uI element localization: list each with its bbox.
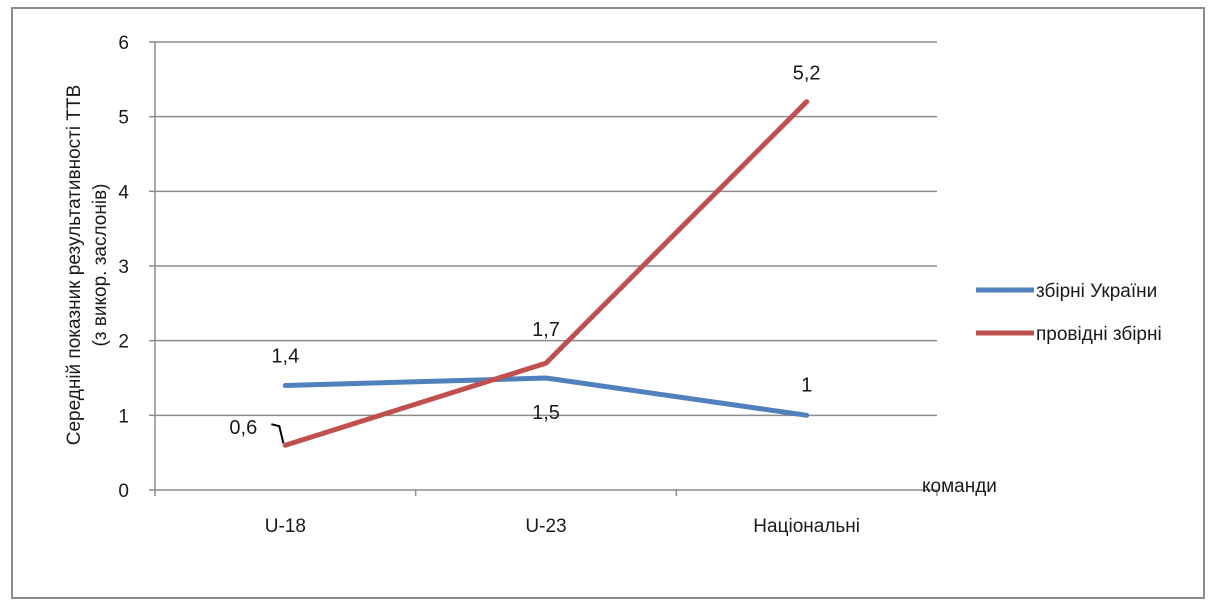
y-tick-label-3: 3: [118, 257, 129, 278]
x-axis-title: команди: [922, 476, 997, 497]
legend: збірні України провідні збірні: [976, 281, 1162, 345]
x-tick-label-U-18: U-18: [265, 516, 306, 537]
series-lines: [282, 99, 810, 448]
y-tick-label-2: 2: [118, 332, 129, 353]
y-tick-label-1: 1: [118, 406, 129, 427]
y-tick-label-4: 4: [118, 182, 129, 203]
y-tick-label-6: 6: [118, 33, 129, 54]
data-label-s0-2: 1: [801, 374, 812, 396]
series-line-1: [282, 99, 810, 448]
x-tick-label-U-23: U-23: [525, 516, 566, 537]
data-label-s1-1: 1,7: [532, 319, 560, 341]
y-axis-title-line1: Середній показник результативності ТТВ: [64, 85, 85, 446]
series-line-0: [282, 375, 810, 418]
axes: 0 1 2 3 4 5 6 U-18 U-23 Національні: [118, 33, 938, 537]
x-tick-label-Національні: Національні: [753, 516, 860, 537]
data-label-s0-1: 1,5: [532, 402, 560, 424]
legend-label-leading: провідні збірні: [1036, 324, 1162, 345]
y-axis-title-line2: (з викор. заслонів): [90, 183, 111, 346]
legend-label-ukraine: збірні України: [1036, 281, 1157, 302]
data-label-s1-2: 5,2: [793, 63, 821, 85]
data-label-s1-0: 0,6: [229, 417, 257, 439]
leader-line-0-6: [271, 423, 285, 444]
y-tick-label-5: 5: [118, 108, 129, 129]
data-label-s0-0: 1,4: [271, 345, 299, 367]
y-tick-label-0: 0: [118, 481, 129, 502]
data-labels: 1,4 1,5 1 0,6 1,7 5,2: [229, 63, 821, 444]
